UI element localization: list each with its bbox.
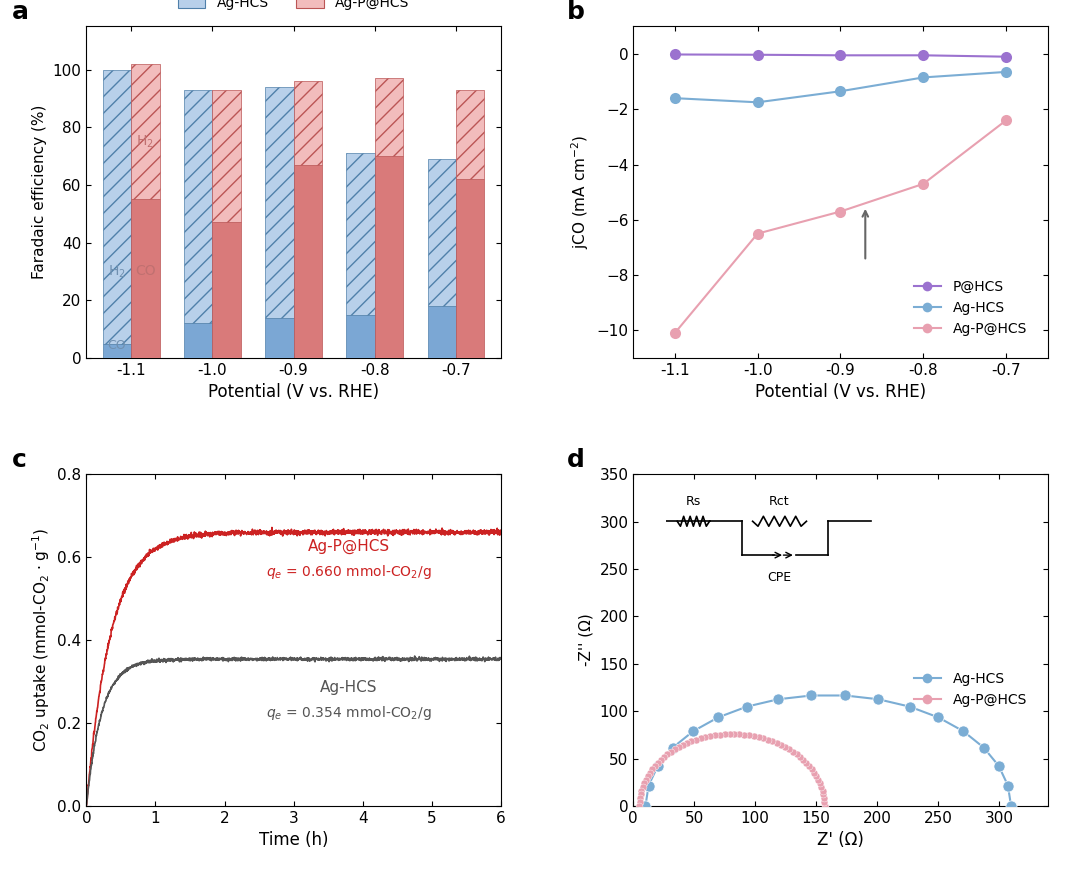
X-axis label: Potential (V vs. RHE): Potential (V vs. RHE) (755, 384, 926, 401)
Bar (213, 223, 241, 358)
Text: Ag-P@HCS: Ag-P@HCS (308, 539, 390, 555)
Bar (347, 153, 375, 314)
Text: H$_2$: H$_2$ (108, 264, 125, 279)
Text: H$_2$: H$_2$ (136, 133, 154, 150)
Text: b: b (567, 0, 585, 24)
Y-axis label: jCO (mA cm$^{-2}$): jCO (mA cm$^{-2}$) (569, 135, 591, 250)
Text: CO: CO (108, 339, 126, 351)
Text: c: c (12, 448, 27, 471)
Bar (428, 306, 456, 358)
Bar (103, 343, 131, 358)
Legend: Ag-HCS, Ag-P@HCS: Ag-HCS, Ag-P@HCS (172, 0, 415, 15)
Bar (294, 81, 322, 165)
Bar (184, 323, 213, 358)
Bar (375, 78, 403, 156)
Bar (103, 69, 131, 343)
X-axis label: Potential (V vs. RHE): Potential (V vs. RHE) (208, 384, 379, 401)
Bar (347, 314, 375, 358)
Text: $q_e$ = 0.660 mmol-CO$_2$/g: $q_e$ = 0.660 mmol-CO$_2$/g (266, 562, 432, 581)
Bar (131, 200, 160, 358)
Bar (294, 165, 322, 358)
X-axis label: Time (h): Time (h) (259, 831, 328, 850)
Bar (265, 318, 294, 358)
Bar (131, 64, 160, 200)
Text: $q_e$ = 0.354 mmol-CO$_2$/g: $q_e$ = 0.354 mmol-CO$_2$/g (266, 703, 432, 722)
Bar (456, 180, 485, 358)
Y-axis label: CO$_2$ uptake (mmol-CO$_2$ · g$^{-1}$): CO$_2$ uptake (mmol-CO$_2$ · g$^{-1}$) (30, 527, 52, 752)
Bar (428, 159, 456, 306)
Bar (265, 87, 294, 318)
Bar (213, 89, 241, 223)
Text: a: a (12, 0, 29, 24)
Bar (456, 89, 485, 180)
X-axis label: Z' (Ω): Z' (Ω) (816, 831, 864, 850)
Bar (184, 89, 213, 323)
Text: Ag-HCS: Ag-HCS (320, 680, 378, 695)
Legend: Ag-HCS, Ag-P@HCS: Ag-HCS, Ag-P@HCS (908, 667, 1032, 713)
Text: d: d (567, 448, 585, 471)
Y-axis label: -Z'' (Ω): -Z'' (Ω) (579, 614, 594, 667)
Legend: P@HCS, Ag-HCS, Ag-P@HCS: P@HCS, Ag-HCS, Ag-P@HCS (908, 274, 1032, 341)
Y-axis label: Faradaic efficiency (%): Faradaic efficiency (%) (32, 105, 48, 279)
Bar (375, 156, 403, 358)
Text: CO: CO (135, 265, 156, 279)
